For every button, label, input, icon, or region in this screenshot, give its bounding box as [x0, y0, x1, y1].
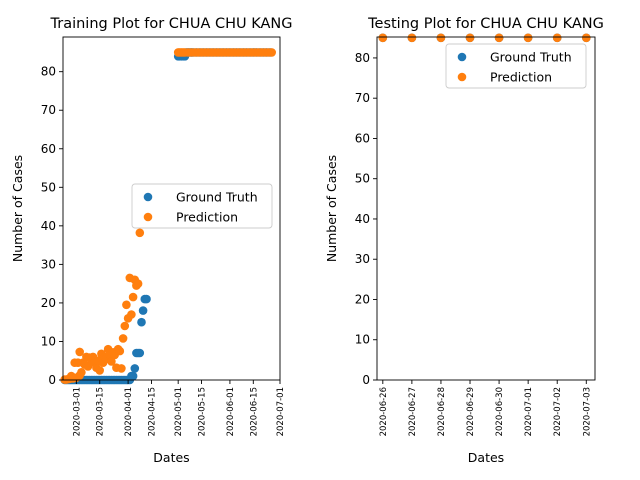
legend-marker — [457, 72, 467, 82]
y-tick-label: 20 — [355, 292, 370, 306]
y-tick-label: 50 — [355, 172, 370, 186]
y-tick-label: 40 — [41, 219, 56, 233]
legend: Ground Truth Prediction — [131, 183, 273, 229]
x-tick-label: 2020-06-01 — [226, 387, 236, 436]
x-tick-label: 2020-06-15 — [249, 387, 259, 436]
data-point — [117, 364, 126, 373]
data-point — [142, 294, 151, 304]
plot-frame — [62, 36, 281, 381]
series-prediction — [378, 33, 591, 43]
data-point — [133, 279, 143, 289]
legend-marker — [143, 212, 153, 222]
data-point — [137, 317, 146, 327]
data-point — [407, 33, 417, 43]
data-point — [494, 33, 504, 43]
y-tick-label: 30 — [41, 257, 56, 271]
chart-2: Testing Plot for CHUA CHU KANG 0 10 20 30 40 5… — [324, 16, 604, 465]
data-point — [523, 33, 533, 43]
y-tick-label: 0 — [48, 373, 56, 387]
data-point — [95, 366, 104, 375]
legend-marker — [457, 52, 467, 62]
data-point — [77, 368, 86, 377]
legend-label: Ground Truth — [176, 190, 258, 205]
x-axis-label: Dates — [153, 450, 189, 465]
x-tick-label: 2020-06-29 — [466, 387, 476, 436]
x-tick-label: 2020-06-30 — [495, 387, 505, 436]
x-tick-label: 2020-07-01 — [524, 387, 534, 436]
x-tick-label: 2020-05-01 — [174, 387, 184, 436]
x-tick-label: 2020-07-03 — [582, 387, 592, 436]
data-point — [127, 310, 136, 319]
data-point — [75, 347, 84, 357]
y-tick-label: 0 — [362, 373, 370, 387]
x-tick-label: 2020-07-01 — [276, 387, 286, 436]
legend-box — [445, 43, 587, 89]
data-point — [267, 48, 277, 57]
data-point — [115, 346, 125, 356]
data-point — [128, 371, 138, 381]
data-point — [135, 228, 145, 238]
data-point — [118, 334, 128, 343]
legend-label: Prediction — [490, 70, 552, 85]
data-point — [436, 33, 446, 43]
data-point — [122, 300, 131, 310]
y-tick-label: 40 — [355, 212, 370, 226]
y-tick-label: 70 — [41, 103, 56, 117]
legend-box — [131, 183, 273, 229]
legend-label: Ground Truth — [490, 50, 572, 65]
data-point — [582, 33, 591, 43]
x-tick-label: 2020-06-27 — [408, 387, 418, 436]
legend-marker — [143, 192, 153, 202]
x-tick-label: 2020-05-15 — [198, 387, 208, 436]
y-tick-label: 80 — [41, 65, 56, 79]
chart-title: Training Plot for CHUA CHU KANG — [50, 16, 293, 32]
y-tick-label: 70 — [355, 91, 370, 105]
x-tick-label: 2020-07-02 — [553, 387, 563, 436]
legend: Ground Truth Prediction — [445, 43, 587, 89]
data-point — [130, 364, 140, 373]
x-tick-label: 2020-06-28 — [437, 387, 447, 436]
y-axis-label: Number of Cases — [10, 155, 25, 262]
x-axis-label: Dates — [468, 450, 504, 465]
data-point — [378, 33, 388, 43]
y-tick-label: 50 — [41, 180, 56, 194]
y-axis-label: Number of Cases — [324, 155, 339, 262]
data-point — [128, 292, 138, 302]
x-tick-label: 2020-06-26 — [379, 387, 389, 436]
series-prediction — [60, 48, 277, 384]
x-tick-label: 2020-04-15 — [147, 387, 157, 436]
data-point — [552, 33, 562, 43]
chart-title: Testing Plot for CHUA CHU KANG — [367, 16, 604, 32]
y-tick-label: 30 — [355, 252, 370, 266]
data-point — [120, 321, 130, 331]
data-point — [138, 306, 148, 315]
y-tick-label: 60 — [41, 142, 56, 156]
chart-1: Training Plot for CHUA CHU KANG 0 10 20 30 40… — [10, 16, 292, 465]
y-tick-label: 10 — [41, 334, 56, 348]
y-tick-label: 60 — [355, 131, 370, 145]
data-point — [135, 348, 145, 358]
y-tick-label: 10 — [355, 333, 370, 347]
data-point — [107, 357, 116, 366]
data-point — [465, 33, 475, 43]
x-tick-label: 2020-04-01 — [124, 387, 134, 436]
y-tick-label: 80 — [355, 51, 370, 65]
x-tick-label: 2020-03-01 — [72, 387, 82, 436]
y-tick-label: 20 — [41, 296, 56, 310]
legend-label: Prediction — [176, 210, 238, 225]
x-tick-label: 2020-03-15 — [96, 387, 106, 436]
plot-frame — [376, 36, 596, 381]
